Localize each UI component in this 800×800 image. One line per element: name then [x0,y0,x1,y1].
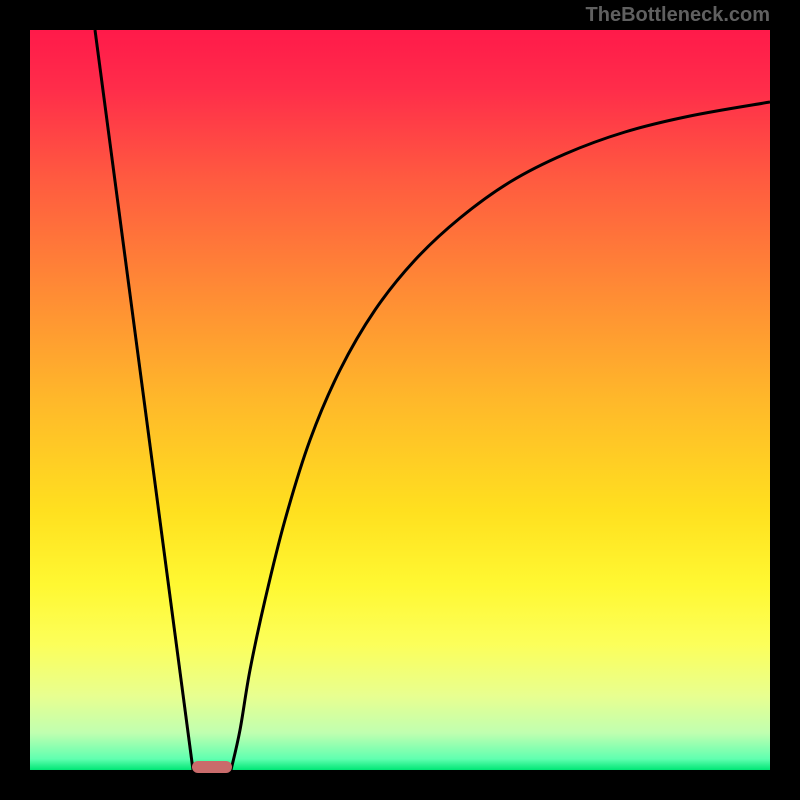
bottleneck-marker [192,761,232,773]
right-curve [231,102,770,770]
attribution-text: TheBottleneck.com [586,4,770,27]
left-line [95,30,193,770]
curves-layer [30,30,770,770]
plot-area [30,30,770,770]
